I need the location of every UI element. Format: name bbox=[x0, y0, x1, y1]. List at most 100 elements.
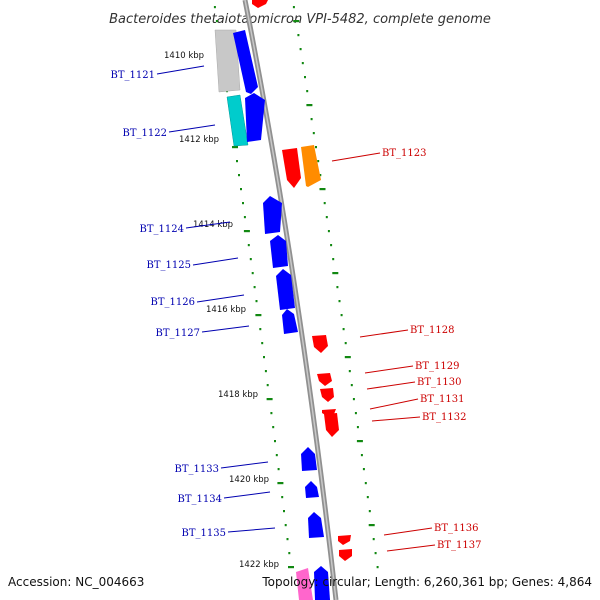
cds-bt-1134[interactable] bbox=[305, 481, 319, 498]
gene-label-bt-1123[interactable]: BT_1123 bbox=[382, 148, 426, 159]
ring-dot bbox=[372, 538, 375, 541]
ring-dot bbox=[292, 6, 295, 9]
gene-label-bt-1129[interactable]: BT_1129 bbox=[415, 361, 459, 372]
ring-dot bbox=[283, 510, 285, 513]
ring-dot bbox=[288, 552, 291, 555]
ring-dot bbox=[368, 524, 375, 527]
cds-bt-1125[interactable] bbox=[270, 235, 288, 268]
cds-bt-1130[interactable] bbox=[320, 388, 334, 402]
cds-bt-1124[interactable] bbox=[263, 196, 282, 234]
ring-dot bbox=[301, 62, 304, 65]
gray-feature[interactable] bbox=[214, 29, 241, 93]
ring-dot bbox=[356, 426, 359, 429]
cds-bt-1123[interactable] bbox=[282, 148, 301, 188]
cds-bt-1133[interactable] bbox=[301, 447, 317, 471]
gene-label-bt-1128[interactable]: BT_1128 bbox=[410, 325, 454, 336]
orange-rna-feature[interactable] bbox=[301, 145, 321, 187]
ring-dot bbox=[253, 286, 256, 289]
outer-dotted-ring bbox=[292, 6, 379, 569]
ring-dot bbox=[344, 356, 351, 359]
ring-dot bbox=[350, 384, 353, 387]
red-feature-top[interactable] bbox=[252, 0, 268, 8]
ring-dot bbox=[249, 258, 252, 261]
scale-label-1414: 1414 kbp bbox=[193, 220, 233, 230]
ring-dot bbox=[354, 412, 357, 415]
cds-bt-1126[interactable] bbox=[276, 269, 295, 310]
gene-label-bt-1130[interactable]: BT_1130 bbox=[417, 377, 461, 388]
ring-dot bbox=[376, 566, 379, 569]
cds-bt-1135[interactable] bbox=[308, 512, 324, 538]
gene-label-bt-1133[interactable]: BT_1133 bbox=[175, 464, 219, 475]
ring-dot bbox=[243, 230, 250, 233]
ring-dot bbox=[325, 216, 328, 219]
gene-label-bt-1124[interactable]: BT_1124 bbox=[140, 224, 184, 235]
ring-dot bbox=[215, 20, 218, 23]
scale-label-1410: 1410 kbp bbox=[164, 51, 204, 61]
ring-dot bbox=[277, 482, 284, 485]
ring-dot bbox=[213, 6, 216, 9]
ring-dot bbox=[327, 230, 330, 233]
ring-dot bbox=[306, 90, 309, 93]
ring-dot bbox=[272, 426, 275, 429]
gene-label-bt-1136[interactable]: BT_1136 bbox=[434, 523, 478, 534]
cds-bt-1128[interactable] bbox=[312, 335, 328, 353]
gene-label-bt-1131[interactable]: BT_1131 bbox=[420, 394, 464, 405]
ring-dot bbox=[360, 454, 363, 457]
ring-dot bbox=[286, 538, 289, 541]
ring-dot bbox=[340, 314, 343, 317]
gene-label-bt-1127[interactable]: BT_1127 bbox=[156, 328, 200, 339]
ring-dot bbox=[336, 286, 339, 289]
gene-label-bt-1137[interactable]: BT_1137 bbox=[437, 540, 481, 551]
genome-title: Bacteroides thetaiotaomicron VPI-5482, c… bbox=[109, 12, 491, 27]
ring-dot bbox=[238, 174, 240, 177]
gene-label-bt-1135[interactable]: BT_1135 bbox=[182, 528, 226, 539]
gene-label-bt-1125[interactable]: BT_1125 bbox=[147, 260, 191, 271]
ring-dot bbox=[342, 328, 345, 331]
ring-dot bbox=[317, 160, 320, 163]
ring-dot bbox=[312, 132, 315, 135]
ring-dot bbox=[299, 48, 302, 51]
ring-dot bbox=[274, 440, 276, 443]
cds-bt-1129[interactable] bbox=[317, 373, 332, 386]
ring-dot bbox=[323, 202, 326, 205]
cds-bt-1121[interactable] bbox=[233, 30, 258, 94]
blue-leader-lines bbox=[156, 65, 276, 533]
ring-dot bbox=[236, 160, 238, 163]
pink-feature[interactable] bbox=[296, 568, 313, 600]
ring-dot bbox=[240, 188, 242, 191]
gene-label-bt-1134[interactable]: BT_1134 bbox=[178, 494, 222, 505]
ring-dot bbox=[330, 244, 333, 247]
cds-bt-1136[interactable] bbox=[338, 535, 351, 545]
topology-text: Topology: circular; Length: 6,260,361 bp… bbox=[261, 575, 592, 589]
cds-bt-1127[interactable] bbox=[282, 309, 298, 334]
ring-dot bbox=[264, 370, 267, 373]
gene-label-bt-1126[interactable]: BT_1126 bbox=[151, 297, 195, 308]
scale-label-1416: 1416 kbp bbox=[206, 305, 246, 315]
blue-feature-bottom[interactable] bbox=[314, 566, 330, 600]
ring-dot bbox=[332, 272, 339, 275]
ring-dot bbox=[281, 496, 284, 499]
ring-dot bbox=[364, 482, 367, 485]
ring-dot bbox=[288, 566, 294, 569]
ring-dot bbox=[255, 300, 258, 303]
gene-label-bt-1121[interactable]: BT_1121 bbox=[111, 70, 155, 81]
ring-dot bbox=[275, 454, 278, 457]
cds-bt-1132[interactable] bbox=[324, 413, 339, 437]
gene-label-bt-1122[interactable]: BT_1122 bbox=[123, 128, 167, 139]
gene-label-bt-1132[interactable]: BT_1132 bbox=[422, 412, 466, 423]
ring-dot bbox=[348, 370, 351, 373]
cyan-rna-feature[interactable] bbox=[226, 94, 249, 147]
ring-dot bbox=[277, 468, 280, 471]
ring-dot bbox=[266, 384, 269, 387]
backbone-highlight bbox=[244, 0, 337, 600]
ring-dot bbox=[338, 300, 341, 303]
ring-dot bbox=[374, 552, 377, 555]
cds-bt-1122[interactable] bbox=[245, 93, 265, 142]
ring-dot bbox=[304, 76, 306, 79]
cds-bt-1137[interactable] bbox=[339, 549, 352, 561]
scale-label-1420: 1420 kbp bbox=[229, 475, 269, 485]
ring-dot bbox=[255, 314, 262, 317]
accession-text: Accession: NC_004663 bbox=[8, 575, 144, 589]
